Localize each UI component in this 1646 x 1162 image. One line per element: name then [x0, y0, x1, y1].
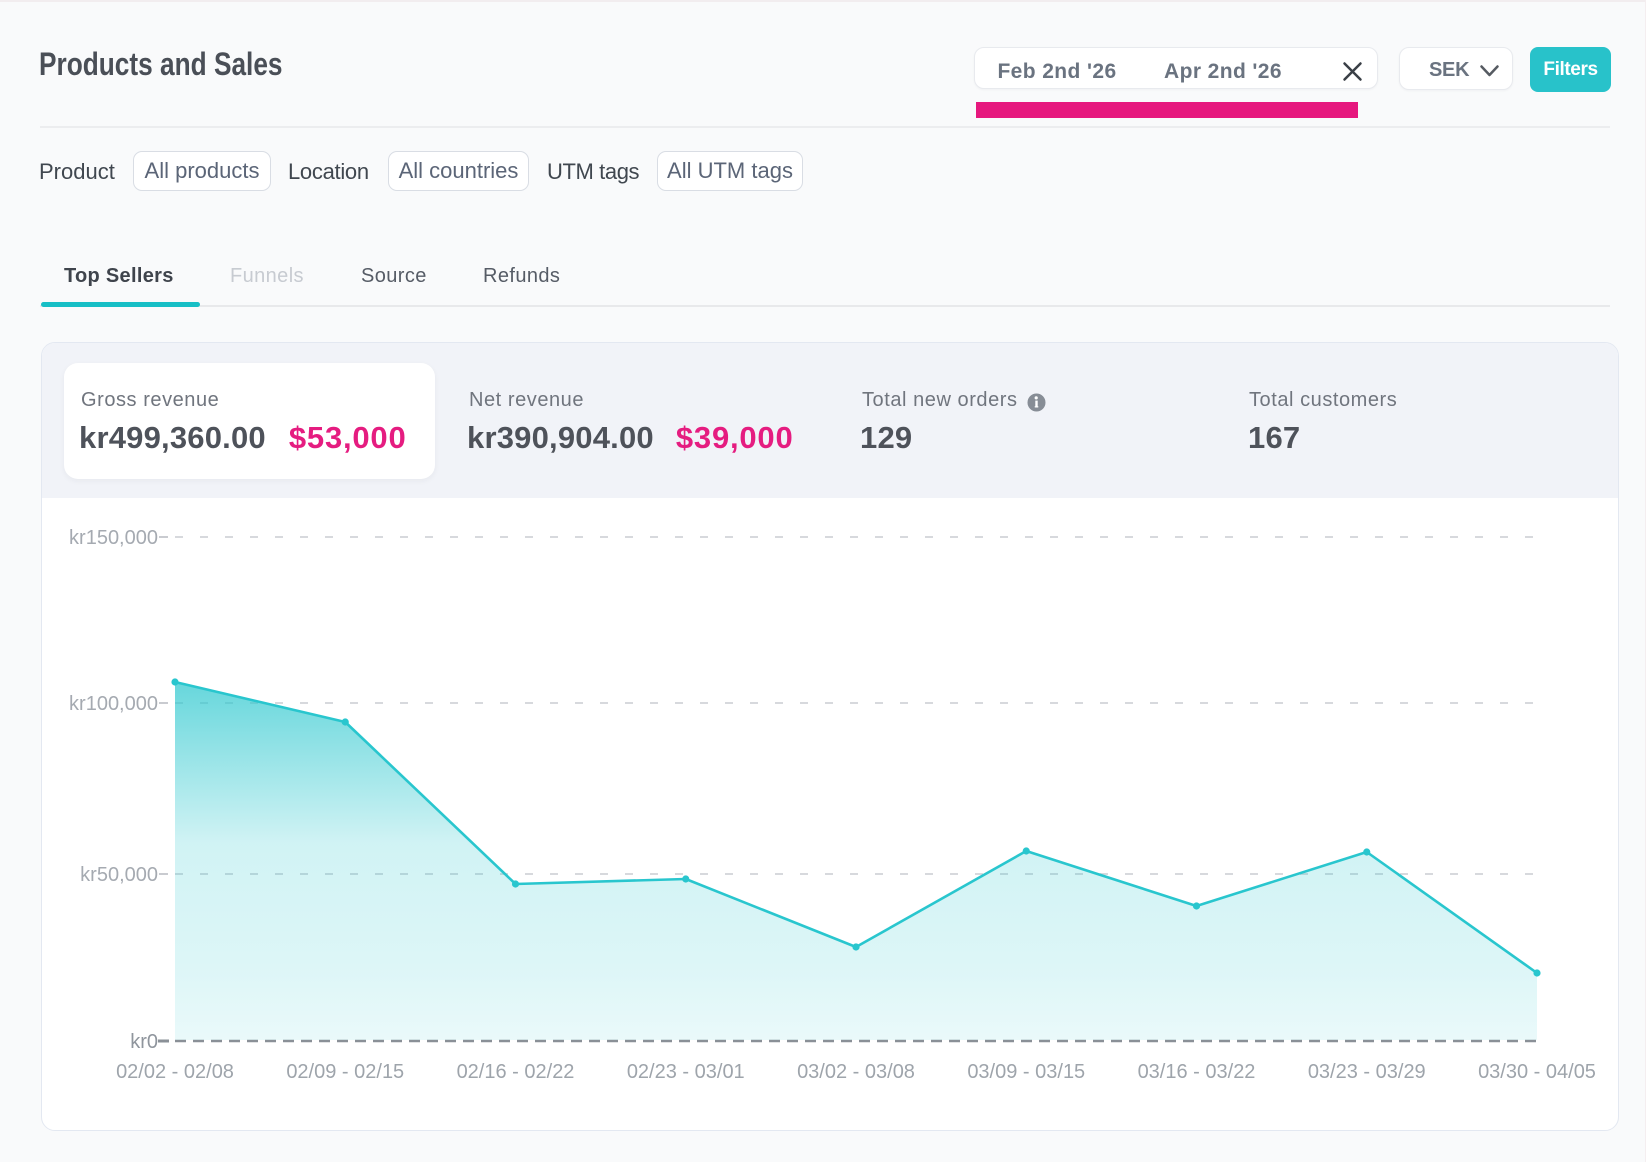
svg-text:kr0: kr0 — [130, 1031, 158, 1053]
svg-text:03/02 - 03/08: 03/02 - 03/08 — [797, 1061, 915, 1083]
svg-text:02/16 - 02/22: 02/16 - 02/22 — [457, 1061, 575, 1083]
svg-text:02/23 - 03/01: 02/23 - 03/01 — [627, 1061, 745, 1083]
svg-text:03/16 - 03/22: 03/16 - 03/22 — [1138, 1061, 1256, 1083]
svg-text:03/23 - 03/29: 03/23 - 03/29 — [1308, 1061, 1426, 1083]
svg-text:kr50,000: kr50,000 — [80, 864, 158, 886]
svg-text:03/09 - 03/15: 03/09 - 03/15 — [967, 1061, 1085, 1083]
svg-text:02/02 - 02/08: 02/02 - 02/08 — [116, 1061, 234, 1083]
svg-text:02/09 - 02/15: 02/09 - 02/15 — [286, 1061, 404, 1083]
svg-text:kr150,000: kr150,000 — [69, 527, 158, 549]
svg-text:03/30 - 04/05: 03/30 - 04/05 — [1478, 1061, 1596, 1083]
svg-text:kr100,000: kr100,000 — [69, 693, 158, 715]
